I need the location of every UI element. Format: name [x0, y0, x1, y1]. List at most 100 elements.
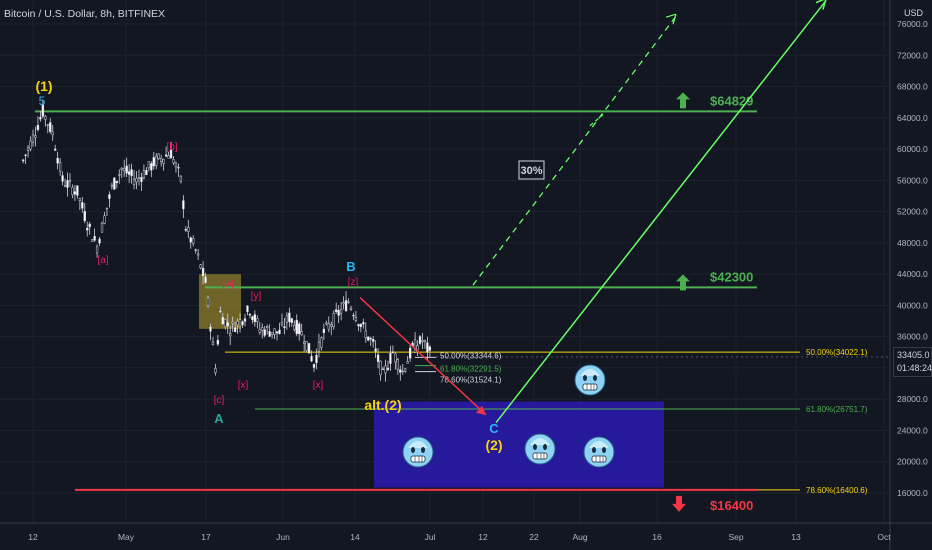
- wave-label: [y]: [251, 291, 262, 302]
- candle-body: [285, 315, 289, 323]
- candle-body: [344, 300, 348, 312]
- candle-body: [243, 318, 247, 322]
- candle-body: [362, 322, 365, 325]
- candle-body: [330, 324, 333, 327]
- candle-body: [404, 368, 407, 372]
- current-price-box: 33405.0 01:48:24: [893, 347, 932, 377]
- candle-body: [164, 154, 168, 157]
- y-tick-label: 68000.0: [897, 82, 928, 92]
- candle-body: [354, 317, 358, 321]
- fib-label: 61.80%(26751.7): [806, 405, 868, 414]
- candle-body: [312, 364, 316, 368]
- candle-body: [310, 356, 313, 362]
- candle-body: [426, 342, 429, 353]
- candle-body: [86, 227, 89, 231]
- candle-body: [394, 353, 397, 363]
- bar-countdown: 01:48:24: [897, 363, 932, 373]
- candle-body: [406, 361, 409, 364]
- level-label: $16400: [710, 498, 753, 513]
- candle-body: [105, 207, 109, 210]
- candle-body: [273, 328, 276, 335]
- candle-body: [49, 122, 52, 132]
- candle-body: [113, 177, 116, 190]
- candle-body: [233, 327, 237, 332]
- candle-body: [236, 320, 239, 326]
- candle-body: [31, 134, 35, 143]
- chart-title: Bitcoin / U.S. Dollar, 8h, BITFINEX: [4, 8, 166, 20]
- candle-body: [172, 159, 175, 164]
- candle-body: [335, 309, 338, 313]
- candle-body: [322, 328, 326, 333]
- x-tick-label: Oct: [877, 532, 891, 542]
- candle-body: [241, 321, 244, 326]
- candle-body: [29, 140, 32, 150]
- fib-label: 50.00%(34022.1): [806, 348, 868, 357]
- candle-body: [317, 341, 321, 352]
- candle-body: [162, 159, 165, 164]
- wave-label: [b]: [166, 142, 177, 153]
- consolidation-box: [199, 274, 241, 329]
- candle-body: [160, 158, 163, 162]
- candle-body: [108, 194, 111, 199]
- candle-body: [384, 365, 387, 374]
- candle-body: [396, 359, 399, 370]
- candle-body: [325, 322, 328, 325]
- candle-body: [251, 316, 254, 320]
- candle-body: [189, 237, 192, 243]
- candle-body: [177, 166, 180, 169]
- x-tick-label: 22: [529, 532, 539, 542]
- candle-body: [88, 223, 91, 228]
- y-tick-label: 16000.0: [897, 488, 928, 498]
- candle-body: [115, 180, 118, 184]
- candle-body: [290, 318, 293, 323]
- candle-body: [206, 297, 210, 306]
- candle-body: [332, 313, 335, 327]
- candle-body: [320, 337, 323, 348]
- projection-line-dashed: [472, 15, 677, 286]
- candle-body: [152, 157, 155, 167]
- candle-body: [418, 336, 422, 344]
- candle-body: [56, 157, 59, 164]
- candle-body: [123, 168, 126, 171]
- candle-body: [98, 238, 101, 244]
- candle-body: [24, 154, 27, 156]
- y-tick-label: 56000.0: [897, 175, 928, 185]
- y-tick-label: 52000.0: [897, 207, 928, 217]
- candle-body: [179, 175, 183, 182]
- candle-body: [135, 177, 138, 183]
- wave-label: [x]: [313, 380, 324, 391]
- candle-body: [327, 323, 330, 330]
- candle-body: [413, 339, 417, 353]
- x-tick-label: 17: [201, 532, 211, 542]
- candle-body: [283, 326, 286, 328]
- candle-body: [78, 198, 81, 201]
- candle-body: [118, 174, 121, 176]
- cold-face-icon: [583, 436, 615, 468]
- candle-body: [61, 175, 64, 182]
- candle-body: [192, 238, 195, 244]
- down-arrow-icon: [672, 495, 686, 512]
- candle-body: [369, 338, 372, 340]
- projection-line-green: [495, 0, 827, 424]
- candle-body: [41, 104, 45, 117]
- wave-label: C: [489, 421, 499, 436]
- candle-body: [337, 310, 340, 316]
- fib-label: 78.60%(16400.6): [806, 486, 868, 495]
- candle-body: [303, 341, 306, 344]
- candle-body: [278, 329, 281, 335]
- candle-body: [376, 354, 380, 362]
- candle-body: [288, 312, 291, 323]
- candle-body: [130, 169, 133, 177]
- candle-body: [263, 329, 266, 336]
- candle-body: [58, 161, 62, 172]
- candle-body: [93, 236, 96, 241]
- y-tick-label: 72000.0: [897, 50, 928, 60]
- wave-label: B: [346, 259, 355, 274]
- candle-body: [372, 338, 375, 342]
- fib-label: 61.80%(32291.5): [440, 365, 502, 374]
- wave-label: A: [214, 411, 224, 426]
- projection-line-dashed: [589, 114, 604, 127]
- candle-body: [51, 131, 54, 136]
- x-tick-label: 16: [652, 532, 662, 542]
